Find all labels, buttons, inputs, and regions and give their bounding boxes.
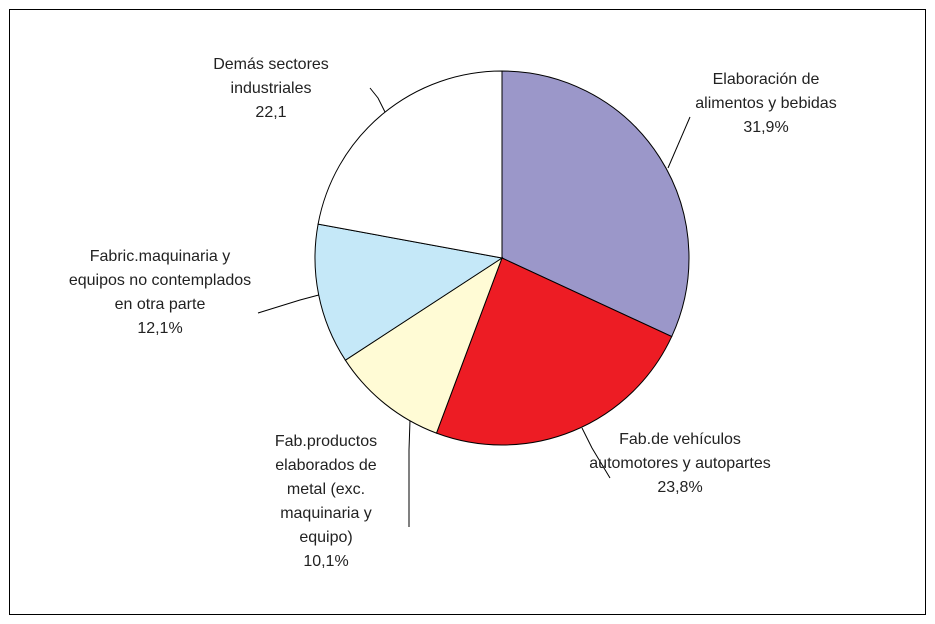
value-label: 10,1% [303,553,349,570]
slice-label: Elaboración de alimentos y bebidas 31,9% [691,68,841,140]
slice-label: Fabric.maquinaria y equipos no contempla… [65,245,255,341]
category-name: Fab.de vehículos automotores y autoparte… [589,431,771,472]
pie-slice [344,256,504,434]
value-label: 31,9% [743,119,789,136]
value-label: 23,8% [657,479,703,496]
slice-label: Demás sectores industriales 22,1 [196,53,346,125]
pie-slice [501,70,690,338]
pie-slice [435,257,673,446]
frame [9,9,926,615]
category-name: Fab.productos elaborados de metal (exc. … [274,433,378,546]
value-label: 22,1 [255,104,287,121]
slice-label: Fab.productos elaborados de metal (exc. … [259,430,394,574]
value-label: 12,1% [137,320,183,337]
leader-line [408,419,411,527]
category-name: Demás sectores industriales [213,56,329,97]
category-name: Fabric.maquinaria y equipos no contempla… [68,248,252,313]
slice-label: Fab.de vehículos automotores y autoparte… [588,428,773,500]
category-name: Elaboración de alimentos y bebidas [695,71,837,112]
pie-slice [317,70,503,259]
pie-slice [314,223,504,361]
leader-line [667,116,691,169]
leader-line [369,87,386,113]
pie [314,70,690,446]
leader-line [581,427,611,479]
